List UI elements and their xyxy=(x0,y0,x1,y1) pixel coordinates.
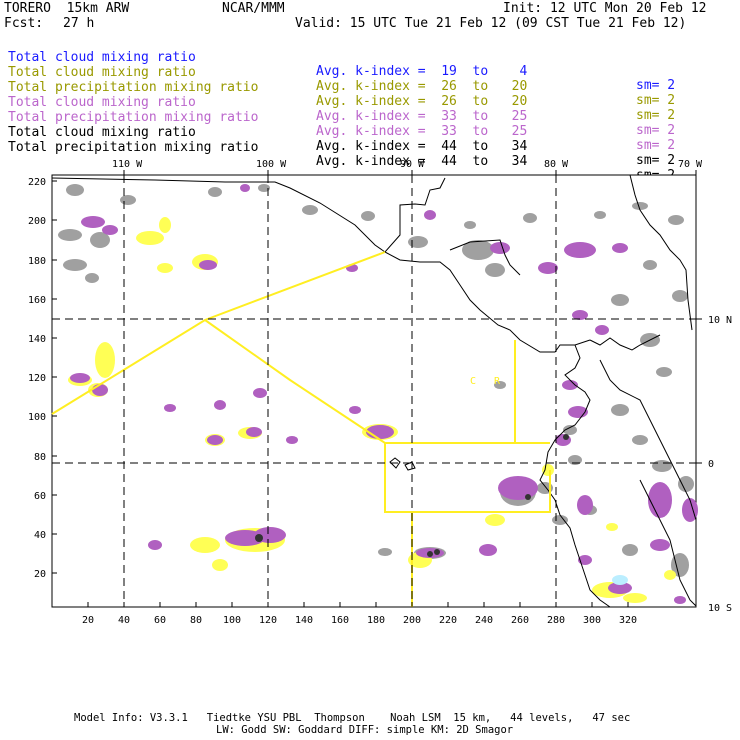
x-tick-label: 40 xyxy=(118,615,130,626)
x-axis-labels: 20 40 60 80 100 120 140 160 180 200 220 … xyxy=(82,615,637,626)
longitude-label: 90 W xyxy=(400,159,425,170)
x-tick-label: 260 xyxy=(511,615,529,626)
longitude-label: 110 W xyxy=(112,159,143,170)
x-tick-label: 60 xyxy=(154,615,166,626)
model-title: TORERO 15km ARW xyxy=(4,1,130,16)
y-tick-label: 120 xyxy=(28,373,46,384)
x-tick-label: 280 xyxy=(547,615,565,626)
legend-row-1: Total cloud mixing ratio Avg. k-index = … xyxy=(8,37,675,107)
legend-kindex: Avg. k-index = 26 to 20 xyxy=(316,94,528,109)
x-tick-label: 320 xyxy=(619,615,637,626)
organization: NCAR/MMM xyxy=(222,1,285,16)
coastline xyxy=(51,174,697,608)
forecast-hour: 27 h xyxy=(63,16,95,31)
y-tick-label: 180 xyxy=(28,256,46,267)
longitude-label: 80 W xyxy=(544,159,569,170)
legend-kindex: Avg. k-index = 19 to 4 xyxy=(316,64,528,79)
y-tick-label: 100 xyxy=(28,412,46,423)
legend-row-3: Total precipitation mixing ratio Avg. k-… xyxy=(8,67,675,137)
model-info: Model Info: V3.3.1 Tiedtke YSU PBL Thomp… xyxy=(74,712,631,724)
physics-info: LW: Godd SW: Goddard DIFF: simple KM: 2D… xyxy=(216,724,514,736)
latitude-label: 0 xyxy=(708,459,714,470)
x-tick-label: 220 xyxy=(439,615,457,626)
flight-letter-r: R xyxy=(494,376,501,387)
x-tick-label: 120 xyxy=(259,615,277,626)
legend-smoothing: sm= 2 xyxy=(636,78,676,93)
y-tick-label: 140 xyxy=(28,334,46,345)
cloud-field-cyan xyxy=(612,575,628,585)
cloud-core-dark xyxy=(255,434,569,557)
legend-kindex: Avg. k-index = 33 to 25 xyxy=(316,109,528,124)
legend-kindex: Avg. k-index = 26 to 20 xyxy=(316,79,528,94)
longitude-label: 70 W xyxy=(678,159,703,170)
legend-field: Total precipitation mixing ratio xyxy=(8,140,259,155)
top-tick-marks xyxy=(123,170,697,175)
legend-kindex: Avg. k-index = 33 to 25 xyxy=(316,124,528,139)
x-tick-label: 20 xyxy=(82,615,94,626)
init-time: Init: 12 UTC Mon 20 Feb 12 xyxy=(503,1,707,16)
x-tick-label: 240 xyxy=(475,615,493,626)
flight-letter-c: C xyxy=(470,376,476,387)
longitude-label: 100 W xyxy=(256,159,287,170)
legend-row-5: Total precipitation mixing ratio Avg. k-… xyxy=(8,97,675,167)
y-tick-label: 20 xyxy=(34,569,46,580)
forecast-label: Fcst: xyxy=(4,16,44,31)
x-tick-label: 160 xyxy=(331,615,349,626)
right-tick-marks xyxy=(696,318,702,464)
legend-field: Total cloud mixing ratio xyxy=(8,125,196,140)
legend-smoothing: sm= 2 xyxy=(636,93,676,108)
legend-smoothing: sm= 2 xyxy=(636,123,676,138)
legend-field: Total cloud mixing ratio xyxy=(8,95,196,110)
x-tick-label: 300 xyxy=(583,615,601,626)
y-tick-label: 220 xyxy=(28,177,46,188)
x-tick-label: 80 xyxy=(190,615,202,626)
legend-field: Total cloud mixing ratio xyxy=(8,50,196,65)
y-tick-label: 40 xyxy=(34,530,46,541)
x-tick-label: 100 xyxy=(223,615,241,626)
bottom-tick-marks xyxy=(87,602,629,607)
y-tick-label: 80 xyxy=(34,452,46,463)
legend-field: Total cloud mixing ratio xyxy=(8,65,196,80)
y-axis-labels: 220 200 180 160 140 120 100 80 60 40 20 xyxy=(28,177,46,580)
latitude-label: 10 N xyxy=(708,315,732,326)
legend-smoothing: sm= 2 xyxy=(636,153,676,168)
latitude-label: 10 S xyxy=(708,603,732,614)
legend-row-6: Total cloud mixing ratio Avg. k-index = … xyxy=(8,112,675,182)
legend-row-2: Total cloud mixing ratio Avg. k-index = … xyxy=(8,52,675,122)
y-tick-label: 200 xyxy=(28,216,46,227)
x-tick-label: 140 xyxy=(295,615,313,626)
legend-smoothing: sm= 2 xyxy=(636,108,676,123)
legend-field: Total precipitation mixing ratio xyxy=(8,110,259,125)
latlon-grid xyxy=(52,175,696,607)
longitude-labels: 110 W 100 W 90 W 80 W 70 W xyxy=(112,159,703,170)
legend-row-4: Total cloud mixing ratio Avg. k-index = … xyxy=(8,82,675,152)
y-tick-label: 160 xyxy=(28,295,46,306)
latitude-labels: 10 N 0 10 S xyxy=(708,315,732,614)
legend-field: Total precipitation mixing ratio xyxy=(8,80,259,95)
legend-kindex: Avg. k-index = 44 to 34 xyxy=(316,154,528,169)
x-tick-label: 180 xyxy=(367,615,385,626)
valid-time: Valid: 15 UTC Tue 21 Feb 12 (09 CST Tue … xyxy=(295,16,687,31)
y-tick-label: 60 xyxy=(34,491,46,502)
legend-kindex: Avg. k-index = 44 to 34 xyxy=(316,139,528,154)
left-tick-marks xyxy=(52,180,57,574)
x-tick-label: 200 xyxy=(403,615,421,626)
legend-smoothing: sm= 2 xyxy=(636,138,676,153)
